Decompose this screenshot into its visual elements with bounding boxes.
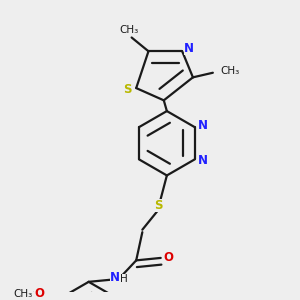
Text: N: N — [197, 154, 207, 167]
Text: CH₃: CH₃ — [220, 66, 240, 76]
Text: N: N — [197, 119, 207, 132]
Text: CH₃: CH₃ — [119, 25, 139, 35]
Text: N: N — [110, 271, 120, 284]
Text: S: S — [123, 83, 132, 96]
Text: CH₃: CH₃ — [14, 289, 33, 299]
Text: O: O — [164, 251, 173, 264]
Text: O: O — [34, 286, 44, 299]
Text: S: S — [154, 199, 163, 212]
Text: N: N — [184, 42, 194, 55]
Text: H: H — [120, 274, 128, 284]
